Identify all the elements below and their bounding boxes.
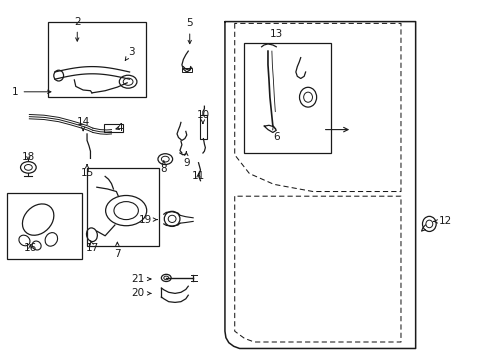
Text: 10: 10 [196, 110, 209, 123]
Text: 9: 9 [183, 152, 189, 168]
Bar [182, 68, 192, 72]
Bar [103, 124, 123, 132]
Text: 7: 7 [114, 242, 121, 259]
Text: 15: 15 [80, 165, 94, 178]
Text: 2: 2 [74, 17, 81, 41]
Bar [243, 43, 330, 153]
Text: 1: 1 [12, 87, 51, 97]
Text: 13: 13 [269, 29, 283, 39]
Text: 20: 20 [131, 288, 150, 298]
Bar [7, 193, 81, 259]
Text: 8: 8 [160, 161, 167, 174]
Text: 5: 5 [186, 18, 193, 44]
Text: 16: 16 [23, 243, 37, 253]
Text: 4: 4 [116, 123, 123, 133]
Text: 17: 17 [86, 240, 100, 253]
Bar [199, 115, 206, 139]
Text: 14: 14 [76, 117, 90, 131]
Bar [87, 168, 159, 246]
Text: 18: 18 [21, 152, 35, 162]
Bar [48, 22, 145, 97]
Text: 6: 6 [272, 126, 280, 142]
Text: 3: 3 [125, 47, 134, 60]
Text: 19: 19 [138, 215, 157, 225]
Text: 11: 11 [191, 171, 205, 181]
Text: 21: 21 [131, 274, 150, 284]
Text: 12: 12 [433, 216, 451, 226]
